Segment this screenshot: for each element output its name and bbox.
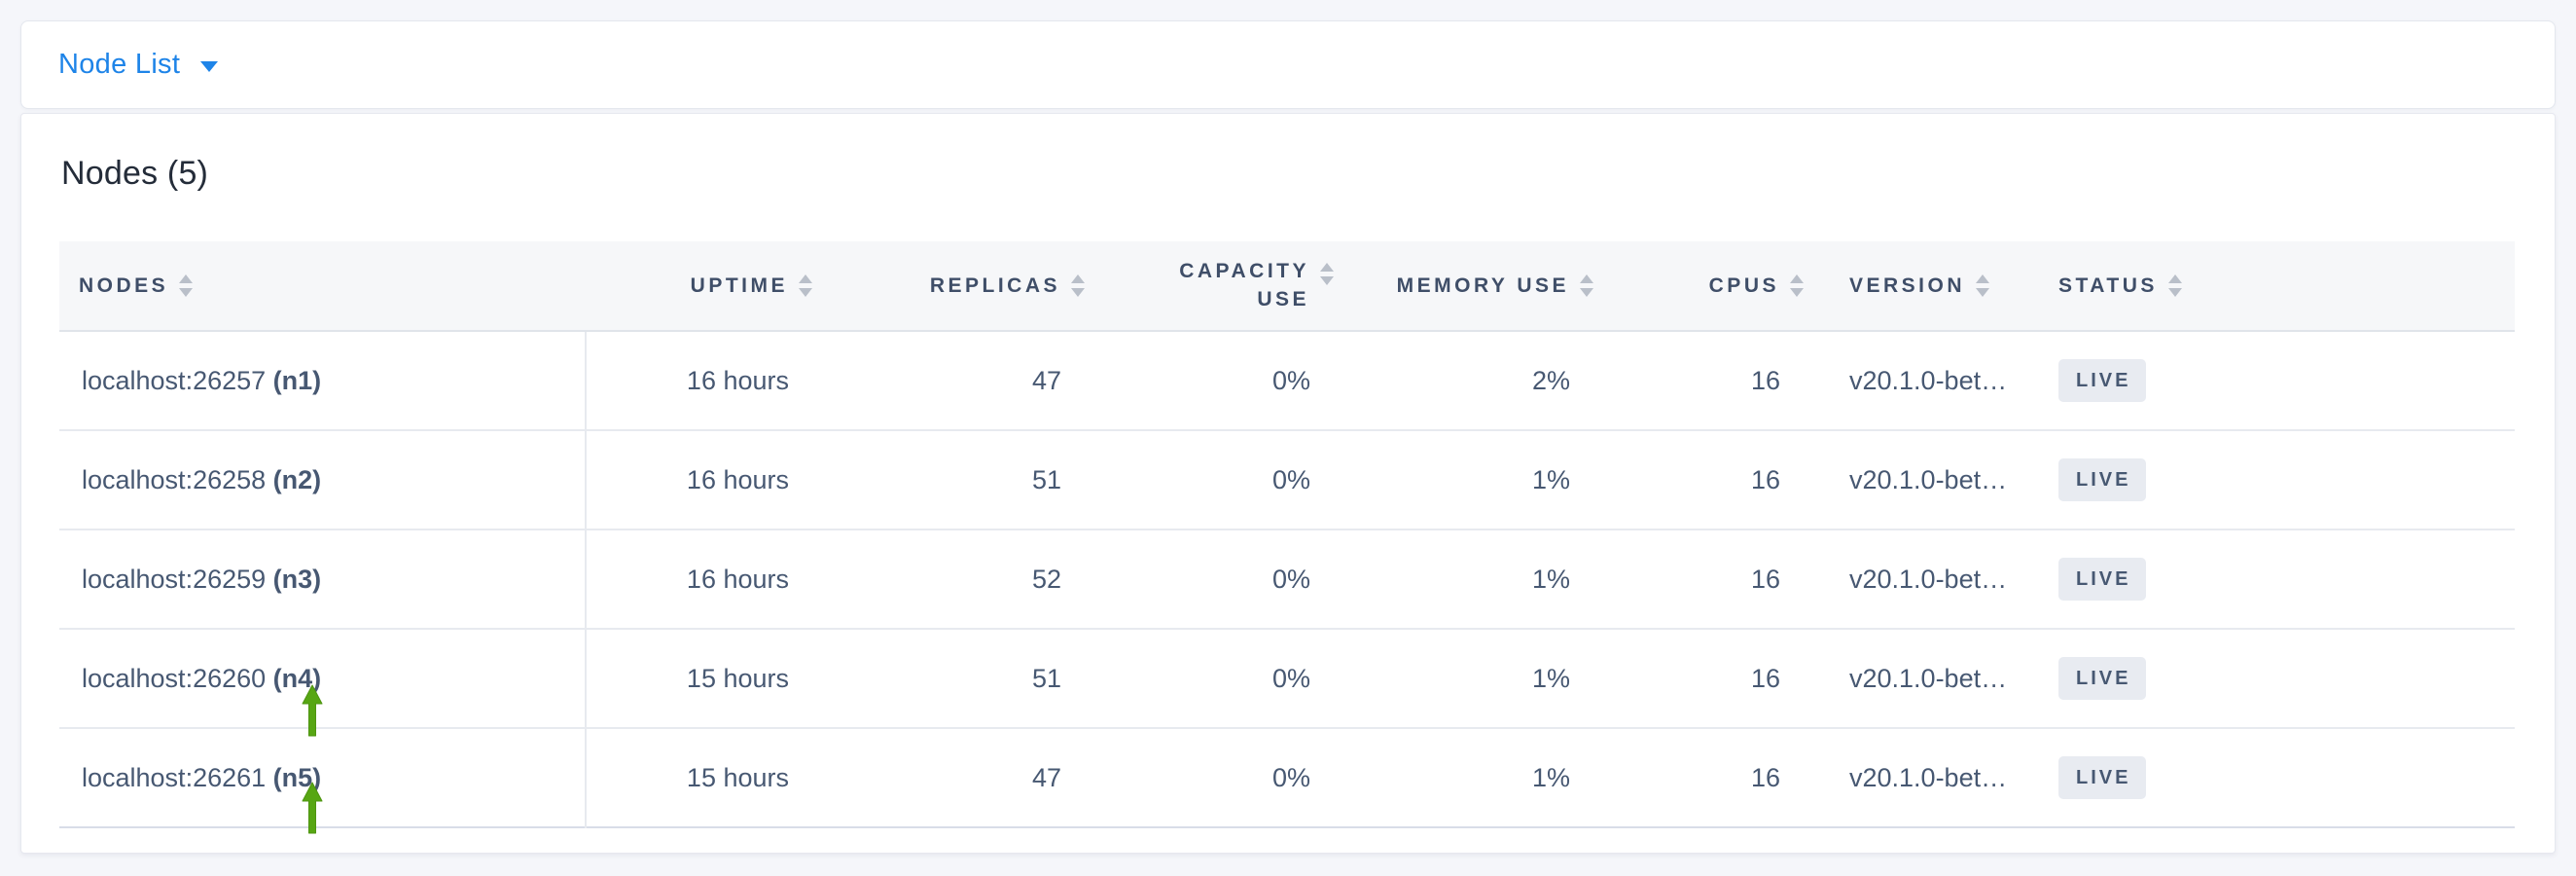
- table-row-n2[interactable]: localhost:26258 (n2) 16 hours 51 0% 1% 16 v20.…: [59, 431, 2515, 530]
- cell-version: v20.1.0-bet…: [1849, 564, 2008, 594]
- column-header-uptime[interactable]: UPTIME: [585, 241, 833, 330]
- column-header-nodes[interactable]: NODES: [59, 241, 585, 330]
- column-header-label: REPLICAS: [929, 274, 1060, 297]
- cell-memory_use: 1%: [1531, 762, 1570, 792]
- cell-uptime: 16 hours: [686, 464, 789, 494]
- column-divider: [585, 332, 587, 828]
- cell-memory_use: 1%: [1531, 464, 1570, 494]
- annotation-arrow-n5: [302, 782, 323, 834]
- column-header-cpus[interactable]: CPUS: [1616, 241, 1825, 330]
- column-header-status[interactable]: STATUS: [2034, 241, 2297, 330]
- cell-cpus: 16: [1750, 365, 1780, 395]
- cell-replicas: 51: [1031, 663, 1061, 693]
- cell-status: LIVE: [2034, 657, 2297, 700]
- cell-nodes: localhost:26259 (n3): [82, 564, 322, 594]
- cell-uptime: 15 hours: [686, 762, 789, 792]
- column-header-replicas[interactable]: REPLICAS: [833, 241, 1105, 330]
- cell-capacity_use: 0%: [1271, 762, 1310, 792]
- column-header-label: VERSION: [1849, 274, 1966, 297]
- table-header-row: NODES UPTIME REPLICAS CAPACITY USE MEMORY USE…: [59, 241, 2515, 332]
- cell-uptime: 16 hours: [686, 365, 789, 395]
- spacer-cell: [2297, 241, 2515, 330]
- table-row-n1[interactable]: localhost:26257 (n1) 16 hours 47 0% 2% 16 v20.…: [59, 332, 2515, 431]
- cell-status: LIVE: [2034, 756, 2297, 799]
- cell-status: LIVE: [2034, 359, 2297, 402]
- cell-cpus: 16: [1750, 663, 1780, 693]
- cell-nodes: localhost:26257 (n1): [82, 365, 322, 395]
- column-header-label: CAPACITY USE: [1179, 260, 1309, 310]
- column-header-memory_use[interactable]: MEMORY USE: [1353, 241, 1616, 330]
- cell-capacity_use: 0%: [1271, 564, 1310, 594]
- page-title: Nodes (5): [61, 155, 209, 192]
- column-header-label: NODES: [79, 274, 169, 297]
- node-list-dropdown-label: Node List: [58, 49, 181, 80]
- sort-icon: [1320, 263, 1334, 285]
- cell-uptime: 16 hours: [686, 564, 789, 594]
- sort-icon: [1976, 274, 1990, 297]
- cell-cpus: 16: [1750, 464, 1780, 494]
- cell-capacity_use: 0%: [1271, 464, 1310, 494]
- cell-status: LIVE: [2034, 558, 2297, 601]
- sort-icon: [1790, 274, 1804, 297]
- table-body: localhost:26257 (n1) 16 hours 47 0% 2% 16 v20.…: [59, 332, 2515, 828]
- node-list-dropdown[interactable]: Node List: [58, 49, 219, 81]
- caret-down-icon: [200, 61, 219, 72]
- status-badge: LIVE: [2058, 458, 2147, 501]
- column-header-label: MEMORY USE: [1396, 274, 1569, 297]
- status-badge: LIVE: [2058, 657, 2147, 700]
- cell-replicas: 47: [1031, 365, 1061, 395]
- cell-replicas: 47: [1031, 762, 1061, 792]
- cell-memory_use: 1%: [1531, 564, 1570, 594]
- table-row-n5[interactable]: localhost:26261 (n5) 15 hours 47 0% 1% 16 v20.…: [59, 729, 2515, 828]
- column-header-label: CPUS: [1708, 274, 1779, 297]
- cell-version: v20.1.0-bet…: [1849, 663, 2008, 693]
- node-table: NODES UPTIME REPLICAS CAPACITY USE MEMORY USE…: [59, 241, 2515, 828]
- node-id: (n2): [272, 464, 322, 494]
- sort-icon: [1580, 274, 1593, 297]
- node-id: (n3): [272, 564, 322, 594]
- nodes-panel: Nodes (5) NODES UPTIME REPLICAS CAPACITY USE…: [20, 113, 2556, 854]
- table-row-n3[interactable]: localhost:26259 (n3) 16 hours 52 0% 1% 16 v20.…: [59, 530, 2515, 630]
- column-header-label: STATUS: [2058, 274, 2158, 297]
- cell-memory_use: 1%: [1531, 663, 1570, 693]
- sort-icon: [2167, 274, 2182, 297]
- table-row-n4[interactable]: localhost:26260 (n4) 15 hours 51 0% 1% 16 v20.…: [59, 630, 2515, 729]
- cell-capacity_use: 0%: [1271, 663, 1310, 693]
- cell-version: v20.1.0-bet…: [1849, 365, 2008, 395]
- cell-nodes: localhost:26258 (n2): [82, 464, 322, 494]
- cell-cpus: 16: [1750, 762, 1780, 792]
- status-badge: LIVE: [2058, 359, 2147, 402]
- cell-replicas: 52: [1031, 564, 1061, 594]
- sort-icon: [179, 274, 194, 297]
- cell-memory_use: 2%: [1531, 365, 1570, 395]
- cell-status: LIVE: [2034, 458, 2297, 501]
- annotation-arrow-n4: [302, 684, 323, 737]
- column-header-capacity_use[interactable]: CAPACITY USE: [1105, 241, 1353, 330]
- column-header-version[interactable]: VERSION: [1825, 241, 2034, 330]
- cell-version: v20.1.0-bet…: [1849, 762, 2008, 792]
- cell-version: v20.1.0-bet…: [1849, 464, 2008, 494]
- status-badge: LIVE: [2058, 558, 2147, 601]
- view-selector-bar: Node List: [20, 20, 2556, 109]
- sort-icon: [1071, 274, 1085, 297]
- status-badge: LIVE: [2058, 756, 2147, 799]
- cell-replicas: 51: [1031, 464, 1061, 494]
- node-id: (n1): [272, 365, 322, 395]
- cell-cpus: 16: [1750, 564, 1780, 594]
- cell-uptime: 15 hours: [686, 663, 789, 693]
- column-header-label: UPTIME: [690, 274, 788, 297]
- sort-icon: [799, 274, 812, 297]
- cell-capacity_use: 0%: [1271, 365, 1310, 395]
